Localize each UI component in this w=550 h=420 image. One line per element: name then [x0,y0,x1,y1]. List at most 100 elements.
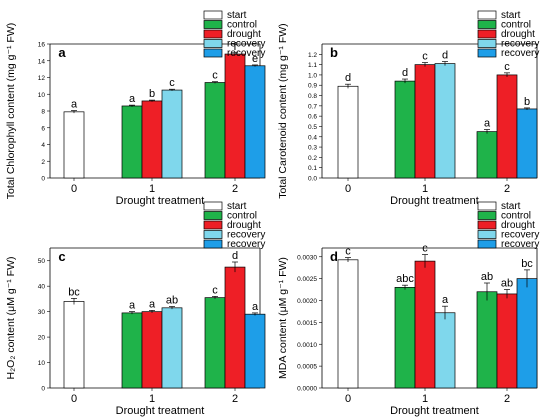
y-tick-label: 1.1 [308,62,317,69]
x-axis-title: Drought treatment [116,405,205,417]
legend-label: recovery [501,48,539,59]
y-tick-label: 30 [38,309,46,316]
bar [434,312,456,389]
legend-swatch [203,39,223,48]
y-tick-label: 0.3 [308,145,317,152]
bar [63,111,85,179]
legend-label: start [501,10,521,21]
legend-label: recovery [227,39,265,50]
y-tick-label: 0 [41,386,45,393]
significance-letter: ab [481,271,493,283]
legend-swatch [477,10,497,20]
y-tick-label: 50 [38,258,46,265]
bar [224,266,246,389]
y-tick-label: 1.0 [308,72,317,79]
significance-letter: c [169,77,175,89]
legend-label: start [501,201,521,212]
y-tick-label: 0.0000 [297,386,317,393]
legend-swatch [477,230,497,239]
legend-label: recovery [227,239,265,250]
significance-letter: a [252,301,259,313]
y-tick-label: 16 [38,42,46,49]
y-axis-title: Total Chlorophyll content (mg g⁻¹ FW) [5,23,17,200]
legend-swatch [203,10,223,20]
panel-label: d [330,249,338,264]
legend-label: control [501,211,531,222]
bar [394,287,416,389]
panel-b-carotenoid: 0.0 0.1 0.2 0.3 0.4 0.5 0.6 0.7 0.8 0.9 1.0 1.1 1.2 0… [277,10,539,207]
bar [337,259,359,389]
y-tick-label: 0.9 [308,83,317,90]
legend-label: control [501,20,531,31]
legend-swatch [477,239,497,249]
significance-letter: c [212,284,218,296]
significance-letter: c [422,243,428,255]
legend-swatch [203,220,223,230]
y-tick-label: 0.0030 [297,254,317,261]
y-tick-label: 4 [41,142,45,149]
significance-letter: a [129,300,136,312]
bar [414,260,436,389]
y-axis-title: Total Carotenoid content (mg g⁻¹ FW) [277,23,289,198]
significance-letter: a [71,99,78,111]
y-tick-label: 0.4 [308,134,317,141]
x-tick-label: 2 [504,393,510,405]
x-tick-label: 2 [504,183,510,195]
x-tick-label: 1 [149,183,155,195]
x-tick-label: 2 [232,393,238,405]
legend-swatch [477,20,497,29]
y-tick-label: 40 [38,284,46,291]
y-tick-label: 0.0015 [297,320,317,327]
significance-letter: c [212,70,218,82]
significance-letter: abc [396,273,414,285]
panel-d-mda: 0.0000 0.0005 0.0010 0.0015 0.0020 0.0025 0.00… [277,201,539,417]
x-axis-title: Drought treatment [390,405,479,417]
y-tick-label: 0 [41,176,45,183]
x-tick-label: 1 [422,393,428,405]
y-tick-label: 14 [38,58,46,65]
legend-label: drought [227,220,261,231]
legend-label: control [227,211,257,222]
x-tick-label: 1 [422,183,428,195]
legend-label: start [227,201,247,212]
bar [161,89,183,179]
legend-swatch [203,20,223,29]
legend-label: recovery [227,48,265,59]
y-tick-label: 10 [38,92,46,99]
legend-label: control [227,20,257,31]
legend-swatch [203,211,223,220]
significance-letter: ab [166,295,178,307]
bar [244,65,266,179]
y-axis-title: MDA content (μM g⁻¹ FW) [277,257,289,379]
legend-label: drought [501,29,535,40]
legend-swatch [477,220,497,230]
y-tick-label: 20 [38,335,46,342]
bar [141,100,163,179]
significance-letter: d [402,67,408,79]
bar [204,82,226,179]
x-tick-label: 0 [345,183,351,195]
legend-swatch [477,211,497,220]
bar [414,64,436,179]
bar [224,53,246,179]
y-tick-label: 0.6 [308,114,317,121]
bar [121,312,143,389]
legend-label: recovery [501,239,539,250]
x-tick-label: 1 [149,393,155,405]
legend-swatch [203,48,223,58]
y-tick-label: 8 [41,109,45,116]
legend-label: drought [501,220,535,231]
legend-label: recovery [501,230,539,241]
y-tick-label: 0.1 [308,165,317,172]
panel-label: a [58,45,66,60]
y-tick-label: 10 [38,360,46,367]
significance-letter: d [442,50,448,62]
y-tick-label: 0.8 [308,93,317,100]
bar [476,131,498,179]
significance-letter: bc [68,286,80,298]
bar [516,278,538,389]
x-axis-title: Drought treatment [116,195,205,207]
legend-label: recovery [501,39,539,50]
